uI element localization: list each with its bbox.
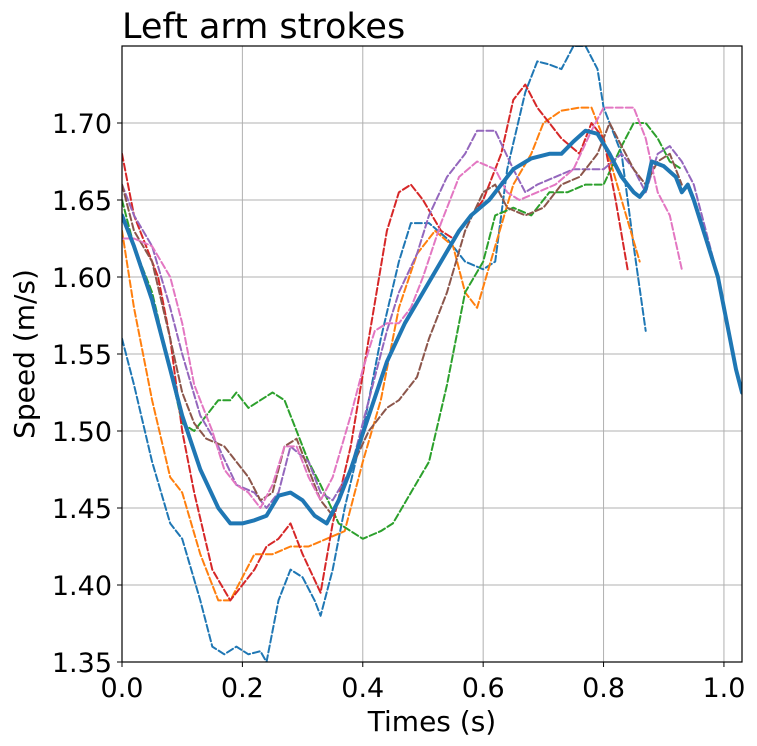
grid-lines	[121, 46, 742, 663]
y-tick-label: 1.35	[52, 648, 112, 679]
chart-title: Left arm strokes	[122, 7, 405, 47]
y-tick-label: 1.65	[52, 186, 112, 217]
x-tick-label: 0.4	[341, 673, 384, 704]
tick-marks	[117, 122, 725, 667]
x-tick-label: 0.6	[462, 673, 505, 704]
x-tick-label: 0.8	[582, 673, 625, 704]
y-tick-label: 1.40	[52, 571, 112, 602]
stroke-series-line-2	[122, 106, 641, 602]
x-tick-labels: 0.0 0.2 0.4 0.6 0.8 1.0	[101, 673, 746, 704]
mean-series-line	[122, 128, 742, 526]
x-tick-label: 0.0	[101, 673, 144, 704]
y-tick-label: 1.45	[52, 494, 112, 525]
stroke-series-line-7	[122, 106, 683, 509]
series-layer	[122, 46, 742, 662]
stroke-series-line-5	[122, 129, 719, 509]
y-tick-label: 1.55	[52, 340, 112, 371]
y-tick-label: 1.70	[52, 109, 112, 140]
y-axis-label: Speed (m/s)	[8, 269, 41, 439]
x-tick-label: 1.0	[702, 673, 745, 704]
x-tick-label: 0.2	[221, 673, 264, 704]
y-tick-label: 1.60	[52, 263, 112, 294]
y-tick-label: 1.50	[52, 417, 112, 448]
stroke-series-line-3	[122, 122, 683, 540]
y-tick-labels: 1.35 1.40 1.45 1.50 1.55 1.60 1.65 1.70	[52, 109, 112, 679]
stroke-series-line-4	[122, 83, 629, 602]
x-axis-label: Times (s)	[367, 705, 496, 738]
